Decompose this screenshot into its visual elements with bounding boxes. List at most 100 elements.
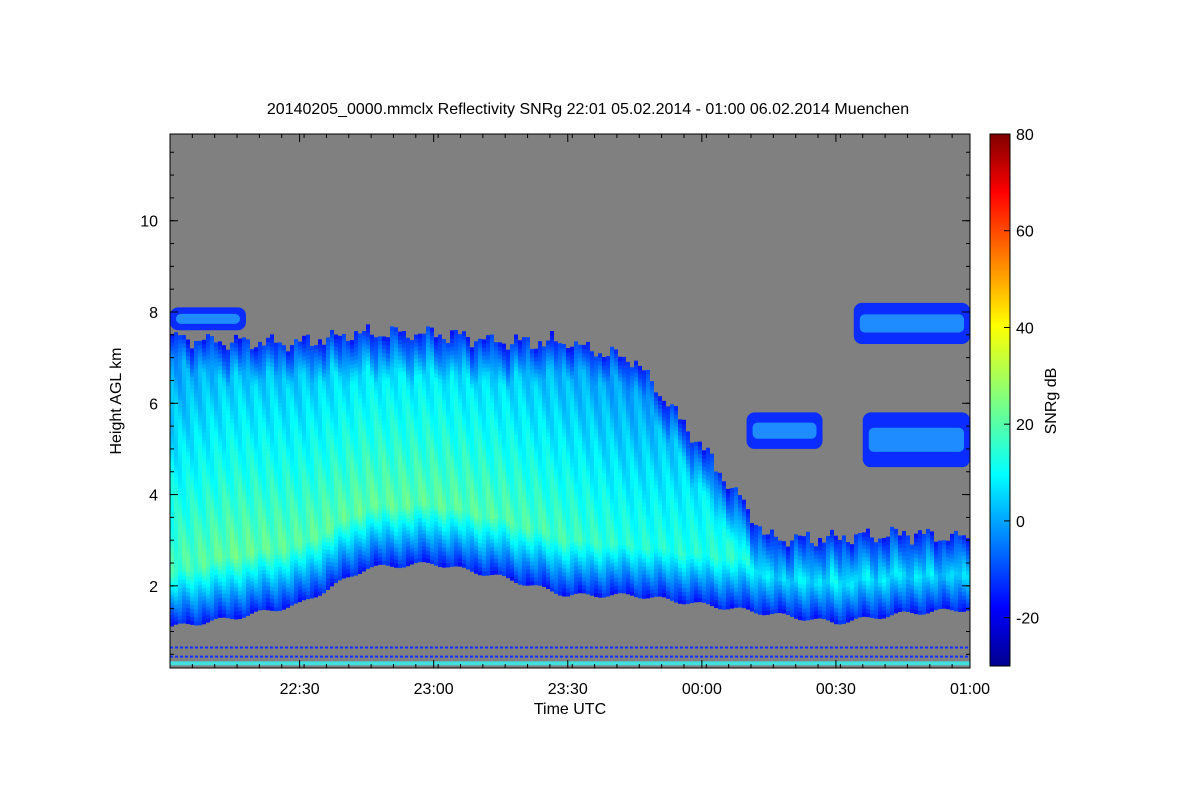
heatmap-cell [182,515,186,520]
heatmap-cell [186,515,190,521]
heatmap-cell [178,471,182,476]
heatmap-cell [454,421,458,427]
heatmap-cell [202,531,206,537]
heatmap-cell [238,546,242,552]
heatmap-cell [394,443,398,448]
heatmap-cell [426,394,430,399]
heatmap-cell [206,362,210,367]
heatmap-cell [338,483,342,489]
heatmap-cell [266,377,270,383]
heatmap-cell [238,366,242,372]
heatmap-cell [378,348,382,353]
heatmap-cell [354,415,358,420]
heatmap-cell [322,400,326,406]
heatmap-cell [426,390,430,395]
heatmap-cell [210,580,214,585]
heatmap-cell [442,463,446,468]
heatmap-cell [226,501,230,507]
heatmap-cell [194,412,198,418]
heatmap-cell [458,374,462,379]
heatmap-cell [362,422,366,428]
heatmap-cell [322,528,326,534]
heatmap-cell [350,520,354,525]
heatmap-cell [274,418,278,424]
heatmap-cell [278,562,282,567]
heatmap-cell [262,573,266,578]
heatmap-cell [338,363,342,369]
heatmap-cell [194,360,198,366]
heatmap-cell [406,369,410,375]
heatmap-cell [430,507,434,513]
heatmap-cell [182,491,186,496]
heatmap-cell [170,373,174,379]
heatmap-cell [442,519,446,524]
heatmap-cell [186,463,190,469]
heatmap-cell [242,357,246,362]
heatmap-cell [258,581,262,587]
heatmap-cell [206,342,210,347]
heatmap-cell [478,458,482,464]
heatmap-cell [242,485,246,490]
heatmap-cell [334,518,338,524]
heatmap-cell [306,582,310,588]
heatmap-cell [370,418,374,424]
heatmap-cell [462,471,466,476]
heatmap-cell [406,401,410,407]
heatmap-cell [238,506,242,512]
heatmap-cell [358,449,362,454]
heatmap-cell [374,353,378,358]
heatmap-cell [222,489,226,494]
heatmap-cell [322,444,326,450]
heatmap-cell [294,587,298,592]
heatmap-cell [430,343,434,349]
heatmap-cell [394,375,398,380]
heatmap-cell [314,416,318,422]
heatmap-cell [382,472,386,477]
heatmap-cell [194,608,198,614]
heatmap-cell [418,553,422,559]
heatmap-cell [238,386,242,392]
heatmap-cell [410,468,414,473]
heatmap-cell [410,416,414,421]
heatmap-cell [302,391,306,397]
heatmap-cell [442,423,446,428]
heatmap-cell [222,389,226,394]
heatmap-cell [410,376,414,381]
heatmap-cell [334,554,338,560]
heatmap-cell [262,505,266,510]
heatmap-cell [286,579,290,584]
heatmap-cell [282,573,286,578]
heatmap-cell [366,356,370,361]
heatmap-cell [210,388,214,393]
heatmap-cell [366,520,370,525]
heatmap-cell [258,341,262,347]
heatmap-cell [406,337,410,343]
heatmap-cell [270,446,274,451]
heatmap-cell [438,358,442,364]
heatmap-cell [470,515,474,520]
heatmap-cell [462,459,466,464]
heatmap-cell [206,370,210,375]
heatmap-cell [370,438,374,444]
heatmap-cell [478,554,482,560]
heatmap-cell [454,461,458,467]
heatmap-cell [482,415,486,420]
heatmap-cell [370,398,374,404]
heatmap-cell [398,363,402,369]
heatmap-cell [318,467,322,472]
heatmap-cell [378,520,382,525]
heatmap-cell [374,453,378,458]
heatmap-cell [174,420,178,425]
heatmap-cell [390,442,394,447]
heatmap-cell [362,462,366,468]
heatmap-cell [198,480,202,486]
heatmap-cell [202,439,206,445]
heatmap-cell [378,508,382,513]
heatmap-cell [202,451,206,457]
heatmap-cell [406,345,410,351]
heatmap-cell [170,493,174,499]
heatmap-cell [322,428,326,434]
heatmap-cell [178,575,182,580]
heatmap-cell [438,362,442,368]
heatmap-cell [414,350,418,356]
